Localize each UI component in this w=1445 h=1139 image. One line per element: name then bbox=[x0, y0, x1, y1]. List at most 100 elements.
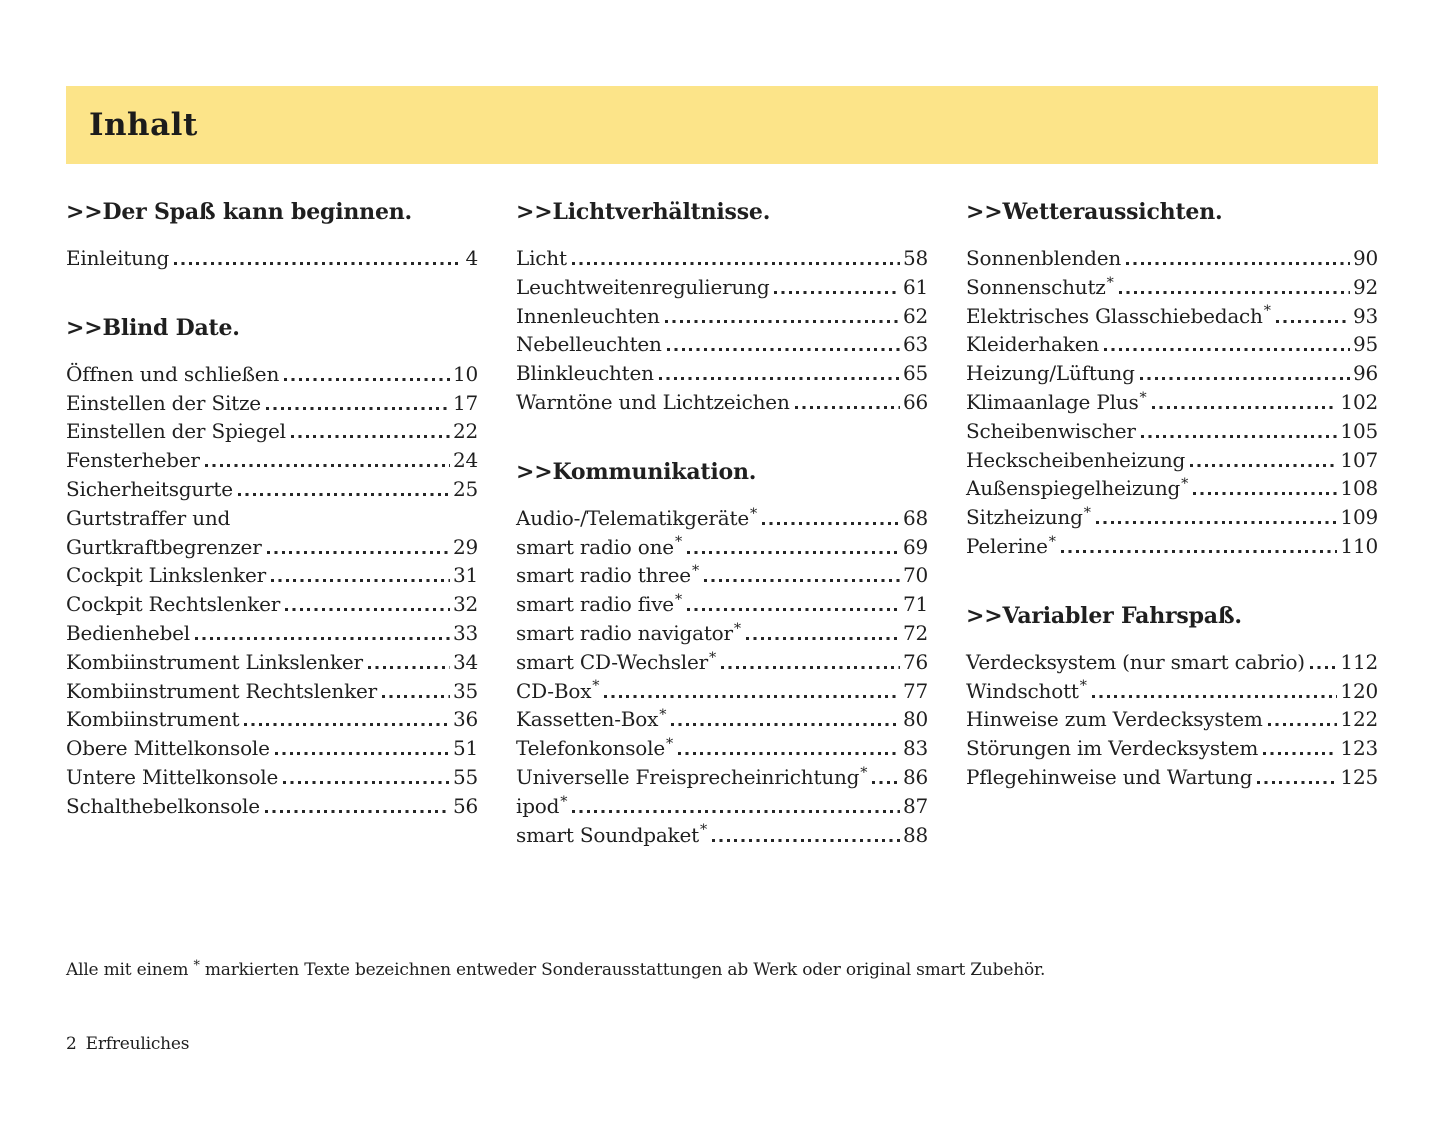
toc-entry[interactable]: Kombiinstrument 36 bbox=[66, 705, 478, 734]
dot-leader bbox=[1091, 694, 1338, 698]
page-number: 55 bbox=[452, 764, 478, 789]
toc-entry[interactable]: Pflegehinweise und Wartung 125 bbox=[966, 763, 1378, 792]
toc-entry[interactable]: Cockpit Rechtslenker 32 bbox=[66, 590, 478, 619]
toc-entry[interactable]: Hinweise zum Verdecksystem 122 bbox=[966, 705, 1378, 734]
toc-entry[interactable]: Bedienhebel 33 bbox=[66, 619, 478, 648]
toc-entry[interactable]: Leuchtweitenregulierung 61 bbox=[516, 273, 928, 302]
dot-leader bbox=[1095, 521, 1338, 525]
toc-entry[interactable]: Verdecksystem (nur smart cabrio) 112 bbox=[966, 648, 1378, 677]
entry-label: Sicherheitsgurte bbox=[66, 476, 233, 501]
entry-label: Cockpit Linkslenker bbox=[66, 563, 267, 588]
dot-leader bbox=[1060, 549, 1338, 553]
dot-leader bbox=[720, 665, 900, 669]
dot-leader bbox=[572, 809, 900, 813]
toc-entry[interactable]: Pelerine* 110 bbox=[966, 532, 1378, 561]
toc-entry[interactable]: Telefonkonsole* 83 bbox=[516, 734, 928, 763]
star-marker: * bbox=[691, 563, 699, 580]
page-number: 29 bbox=[452, 534, 478, 559]
toc-entry[interactable]: Schalthebelkonsole 56 bbox=[66, 792, 478, 821]
page-number: 32 bbox=[452, 592, 478, 617]
toc-entry[interactable]: smart radio three* 70 bbox=[516, 561, 928, 590]
toc-entry[interactable]: Einstellen der Sitze 17 bbox=[66, 389, 478, 418]
toc-entry[interactable]: Einleitung 4 bbox=[66, 244, 478, 273]
toc-entry[interactable]: smart radio five* 71 bbox=[516, 590, 928, 619]
entry-label: Obere Mittelkonsole bbox=[66, 736, 270, 761]
toc-entry[interactable]: Blinkleuchten 65 bbox=[516, 359, 928, 388]
dot-leader bbox=[1193, 492, 1338, 496]
dot-leader bbox=[677, 752, 900, 756]
toc-entry[interactable]: Audio-/Telematikgeräte* 68 bbox=[516, 504, 928, 533]
toc-entry[interactable]: Klimaanlage Plus* 102 bbox=[966, 388, 1378, 417]
entry-label: Pflegehinweise und Wartung bbox=[966, 764, 1253, 789]
star-marker: * bbox=[659, 707, 667, 724]
entry-label: Kombiinstrument bbox=[66, 707, 240, 732]
toc-entry[interactable]: Sitzheizung* 109 bbox=[966, 503, 1378, 532]
toc-entry[interactable]: Sicherheitsgurte 25 bbox=[66, 475, 478, 504]
toc-entry[interactable]: Innenleuchten 62 bbox=[516, 302, 928, 331]
toc-entry[interactable]: Kleiderhaken 95 bbox=[966, 330, 1378, 359]
page-number: 24 bbox=[452, 448, 478, 473]
toc-entry[interactable]: Gurtkraftbegrenzer 29 bbox=[66, 533, 478, 562]
toc-entry[interactable]: Heizung/Lüftung 96 bbox=[966, 359, 1378, 388]
toc-entry[interactable]: Heckscheibenheizung 107 bbox=[966, 446, 1378, 475]
toc-entry[interactable]: Obere Mittelkonsole 51 bbox=[66, 734, 478, 763]
toc-entry[interactable]: Universelle Freisprecheinrichtung* 86 bbox=[516, 763, 928, 792]
toc-entry[interactable]: Untere Mittelkonsole 55 bbox=[66, 763, 478, 792]
page-number: 68 bbox=[902, 505, 928, 530]
toc-entry[interactable]: Kombiinstrument Rechtslenker 35 bbox=[66, 677, 478, 706]
page-number: 62 bbox=[902, 303, 928, 328]
toc-entry[interactable]: smart Soundpaket* 88 bbox=[516, 821, 928, 850]
star-marker: * bbox=[1083, 504, 1091, 521]
toc-entry[interactable]: smart radio one* 69 bbox=[516, 533, 928, 562]
page-number: 87 bbox=[902, 793, 928, 818]
toc-entry[interactable]: ipod* 87 bbox=[516, 792, 928, 821]
star-marker: * bbox=[733, 620, 741, 637]
page-number: 58 bbox=[902, 246, 928, 270]
toc-entry[interactable]: Fensterheber 24 bbox=[66, 446, 478, 475]
toc-entry[interactable]: Außenspiegelheizung* 108 bbox=[966, 474, 1378, 503]
toc-entry[interactable]: Gurtstraffer und bbox=[66, 504, 478, 533]
dot-leader bbox=[274, 752, 450, 756]
page-number: 33 bbox=[452, 620, 478, 645]
toc-entry[interactable]: Einstellen der Spiegel 22 bbox=[66, 417, 478, 446]
page-number: 109 bbox=[1340, 505, 1378, 530]
toc-entry[interactable]: smart radio navigator* 72 bbox=[516, 619, 928, 648]
toc-entry[interactable]: Störungen im Verdecksystem 123 bbox=[966, 734, 1378, 763]
page-number: 31 bbox=[452, 563, 478, 588]
star-marker: * bbox=[1079, 678, 1087, 695]
page-number: 66 bbox=[902, 389, 928, 414]
entry-label: Audio-/Telematikgeräte* bbox=[516, 505, 757, 530]
dot-leader bbox=[266, 550, 450, 554]
toc-entry[interactable]: Kombiinstrument Linkslenker 34 bbox=[66, 648, 478, 677]
page-number: 96 bbox=[1352, 361, 1378, 386]
toc-entry[interactable]: Nebelleuchten 63 bbox=[516, 330, 928, 359]
toc-entry[interactable]: Elektrisches Glasschiebedach* 93 bbox=[966, 302, 1378, 331]
star-marker: * bbox=[708, 649, 716, 666]
page-number: 120 bbox=[1340, 678, 1378, 703]
toc-entry[interactable]: Öffnen und schließen 10 bbox=[66, 360, 478, 389]
dot-leader bbox=[686, 608, 900, 612]
toc-entry[interactable]: Sonnenblenden 90 bbox=[966, 244, 1378, 273]
toc-entry[interactable]: Sonnenschutz* 92 bbox=[966, 273, 1378, 302]
page-number: 35 bbox=[452, 678, 478, 703]
toc-entry[interactable]: smart CD-Wechsler* 76 bbox=[516, 648, 928, 677]
toc-entry[interactable]: Windschott* 120 bbox=[966, 677, 1378, 706]
page-number: 110 bbox=[1340, 533, 1378, 558]
star-marker: * bbox=[665, 735, 673, 752]
dot-leader bbox=[1267, 723, 1338, 727]
toc-entry[interactable]: CD-Box* 77 bbox=[516, 677, 928, 706]
toc-entry[interactable]: Kassetten-Box* 80 bbox=[516, 705, 928, 734]
entry-label: Schalthebelkonsole bbox=[66, 793, 260, 818]
entry-label: Sonnenschutz* bbox=[966, 274, 1114, 299]
page-number: 112 bbox=[1340, 649, 1378, 674]
toc-entry[interactable]: Warntöne und Lichtzeichen 66 bbox=[516, 388, 928, 417]
page-number: 72 bbox=[902, 620, 928, 645]
toc-entry[interactable]: Cockpit Linkslenker 31 bbox=[66, 561, 478, 590]
entry-label: Störungen im Verdecksystem bbox=[966, 736, 1259, 761]
dot-leader bbox=[285, 608, 450, 612]
toc-entry[interactable]: Scheibenwischer 105 bbox=[966, 417, 1378, 446]
toc-entry[interactable]: Licht 58 bbox=[516, 244, 928, 273]
section-heading: >>Lichtverhältnisse. bbox=[516, 199, 771, 225]
page-number: 105 bbox=[1340, 418, 1378, 443]
page-number: 93 bbox=[1352, 303, 1378, 328]
